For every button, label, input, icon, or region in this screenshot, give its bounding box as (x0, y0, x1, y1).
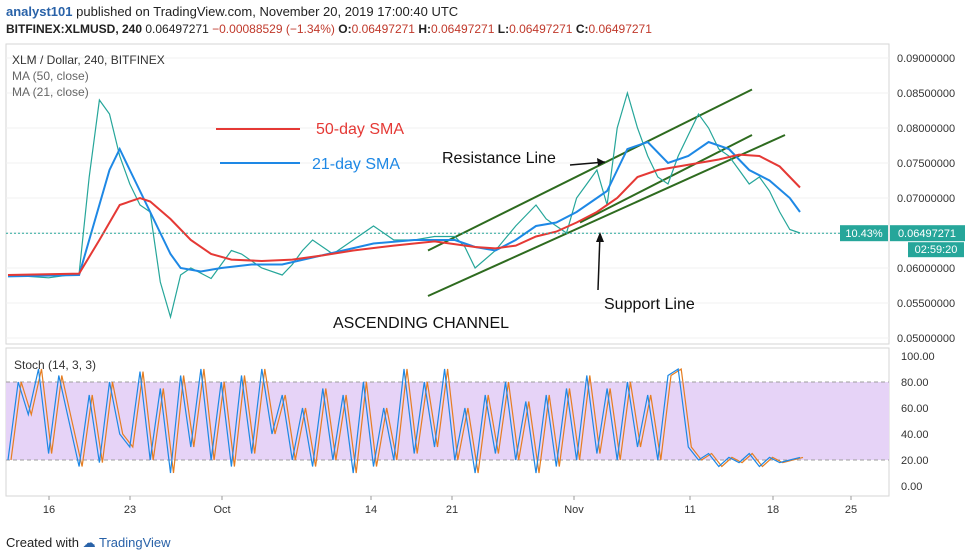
symbol-label: BITFINEX:XLMUSD, 240 (6, 22, 143, 36)
low-label: L: (497, 22, 510, 36)
time-axis: 16 23 Oct 14 21 Nov 11 18 25 (43, 496, 857, 516)
tradingview-brand[interactable]: TradingView (99, 535, 171, 550)
ohlc-header: BITFINEX:XLMUSD, 240 0.06497271 −0.00088… (6, 22, 652, 36)
tradingview-logo-icon: ☁ (82, 535, 96, 550)
stoch-d-line (10, 367, 804, 474)
last-price: 0.06497271 (145, 22, 209, 36)
price-axis: 0.09000000 0.08500000 0.08000000 0.07500000… (897, 53, 955, 345)
price-tick-label: 0.06000000 (897, 263, 955, 275)
stoch-tick-label: 100.00 (901, 351, 935, 363)
price-tick-label: 0.07500000 (897, 158, 955, 170)
time-tick-label: 16 (43, 504, 55, 516)
stoch-series (7, 367, 804, 474)
series-ma-21-close- (7, 140, 801, 278)
stoch-tick-label: 0.00 (901, 481, 922, 493)
time-tick-label: 11 (684, 504, 695, 516)
ma21-indicator-label: MA (21, close) (12, 85, 89, 99)
price-tick-label: 0.08000000 (897, 123, 955, 135)
price-tick-label: 0.07000000 (897, 193, 955, 205)
stoch-tick-label: 40.00 (901, 429, 929, 441)
time-tick-label: Oct (213, 504, 230, 516)
price-tick-label: 0.05500000 (897, 298, 955, 310)
price-badge (890, 225, 965, 242)
ma50-indicator-label: MA (50, close) (12, 69, 89, 83)
price-tick-label: 0.09000000 (897, 53, 955, 65)
high-label: H: (418, 22, 431, 36)
legend-21sma-label: 21-day SMA (312, 156, 400, 173)
price-badge-text: 0.06497271 (898, 228, 956, 240)
open-value: 0.06497271 (351, 22, 415, 36)
resistance-line-label: Resistance Line (442, 150, 556, 167)
chart-canvas[interactable]: 0.09000000 0.08500000 0.08000000 0.07500000… (0, 38, 971, 538)
high-value: 0.06497271 (431, 22, 495, 36)
price-series (7, 90, 801, 320)
percent-badge-text: 10.43% (845, 228, 883, 240)
author-name[interactable]: analyst101 (6, 4, 73, 19)
stoch-k-line (7, 367, 801, 474)
resistance-arrow-head (597, 158, 605, 166)
stoch-tick-label: 20.00 (901, 455, 929, 467)
price-tick-label: 0.08500000 (897, 88, 955, 100)
percent-badge (840, 225, 888, 242)
publish-info: published on TradingView.com, November 2… (76, 4, 459, 19)
countdown-badge (908, 242, 964, 258)
channel-inner-line (579, 134, 753, 224)
support-arrow-head (596, 232, 604, 242)
channel-support-line (427, 134, 786, 297)
chart-title: XLM / Dollar, 240, BITFINEX (12, 53, 165, 67)
time-tick-label: 23 (124, 504, 136, 516)
price-change: −0.00088529 (−1.34%) (212, 22, 335, 36)
stoch-tick-label: 60.00 (901, 403, 929, 415)
close-value: 0.06497271 (588, 22, 652, 36)
time-tick-label: 21 (446, 504, 458, 516)
stoch-axis: 100.00 80.00 60.00 40.00 20.00 0.00 (901, 351, 935, 493)
stoch-title: Stoch (14, 3, 3) (14, 358, 96, 372)
ascending-channel-label: ASCENDING CHANNEL (333, 315, 509, 332)
close-label: C: (575, 22, 589, 36)
time-tick-label: 14 (365, 504, 377, 516)
countdown-badge-text: 02:59:20 (915, 244, 958, 256)
stoch-tick-label: 80.00 (901, 377, 929, 389)
open-label: O: (338, 22, 352, 36)
support-arrow (597, 233, 601, 291)
time-tick-label: 25 (845, 504, 857, 516)
time-tick-label: Nov (564, 504, 584, 516)
support-line-label: Support Line (604, 296, 695, 313)
created-with-text: Created with (6, 535, 79, 550)
price-panel[interactable] (5, 43, 890, 345)
time-tick-label: 18 (767, 504, 779, 516)
series-ma-50-close- (7, 153, 801, 276)
price-tick-label: 0.05000000 (897, 333, 955, 345)
footer-brand: Created with ☁ TradingView (6, 535, 171, 551)
low-value: 0.06497271 (509, 22, 573, 36)
publish-header: analyst101 published on TradingView.com,… (6, 4, 458, 19)
legend-50sma-label: 50-day SMA (316, 121, 404, 138)
